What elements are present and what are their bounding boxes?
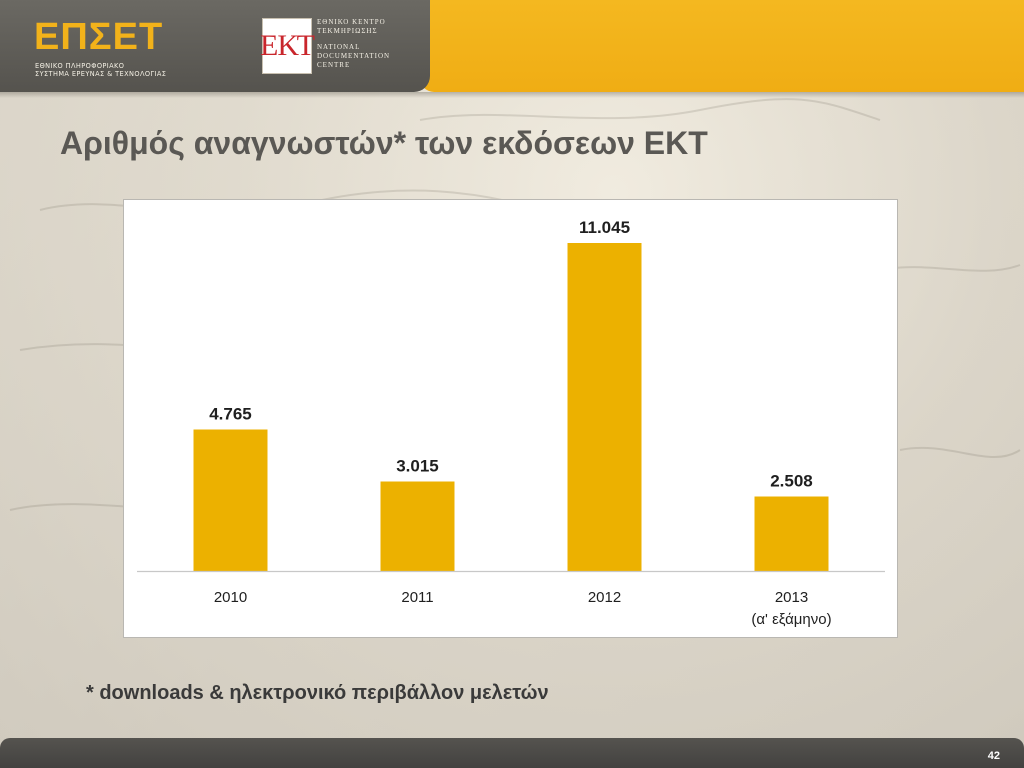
chart-canvas: 4.765 2010 3.015 2011 11.045 2012 2.508 2013 (α'… xyxy=(137,218,885,628)
ekt-line4: DOCUMENTATION xyxy=(317,52,391,60)
bar-2010 xyxy=(193,429,268,571)
slide-title: Αριθμός αναγνωστών* των εκδόσεων ΕΚΤ xyxy=(60,125,708,161)
epset-logo: ΕΠΣΕΤ xyxy=(34,16,164,58)
ekt-logo: ΕΚΤ xyxy=(260,18,315,74)
x-tick-label-2010: 2010 xyxy=(214,589,247,606)
ekt-line1: ΕΘΝΙΚΟ ΚΕΝΤΡΟ xyxy=(317,18,386,26)
ekt-logo-letters: ΕΚΤ xyxy=(260,29,315,62)
ekt-line2: ΤΕΚΜΗΡΙΩΣΗΣ xyxy=(317,27,378,35)
footnote: * downloads & ηλεκτρονικό περιβάλλον μελ… xyxy=(86,682,549,704)
ekt-line5: CENTRE xyxy=(317,61,351,69)
header-dark-band xyxy=(0,0,430,92)
data-label-2013: 2.508 xyxy=(770,472,813,491)
x-tick-sublabel-2013: (α' εξάμηνο) xyxy=(751,611,831,628)
ekt-line3: NATIONAL xyxy=(317,43,361,51)
header-gold-band xyxy=(420,0,1024,92)
ekt-logo-text: ΕΘΝΙΚΟ ΚΕΝΤΡΟ ΤΕΚΜΗΡΙΩΣΗΣ NATIONAL DOCUM… xyxy=(317,18,427,70)
data-label-2011: 3.015 xyxy=(396,457,439,476)
epset-logo-subtitle: ΕΘΝΙΚΟ ΠΛΗΡΟΦΟΡΙΑΚΟ ΣΥΣΤΗΜΑ ΕΡΕΥΝΑΣ & ΤΕ… xyxy=(35,62,195,78)
slide-footer: 42 xyxy=(0,738,1024,768)
x-tick-label-2013: 2013 xyxy=(775,589,808,606)
bar-2013 xyxy=(754,496,829,571)
x-tick-label-2012: 2012 xyxy=(588,589,621,606)
epset-sub-line2: ΣΥΣΤΗΜΑ ΕΡΕΥΝΑΣ & ΤΕΧΝΟΛΟΓΙΑΣ xyxy=(35,70,167,78)
header-shadow xyxy=(0,92,1024,98)
bar-2011 xyxy=(380,481,455,571)
data-label-2012: 11.045 xyxy=(579,218,630,237)
page-number: 42 xyxy=(987,750,1000,762)
bar-chart: 4.765 2010 3.015 2011 11.045 2012 2.508 2013 (α'… xyxy=(123,199,898,638)
data-label-2010: 4.765 xyxy=(209,405,252,424)
epset-sub-line1: ΕΘΝΙΚΟ ΠΛΗΡΟΦΟΡΙΑΚΟ xyxy=(35,62,125,70)
bar-2012 xyxy=(567,243,642,571)
x-tick-label-2011: 2011 xyxy=(401,589,433,606)
slide-header: ΕΠΣΕΤ ΕΘΝΙΚΟ ΠΛΗΡΟΦΟΡΙΑΚΟ ΣΥΣΤΗΜΑ ΕΡΕΥΝΑ… xyxy=(0,0,1024,92)
